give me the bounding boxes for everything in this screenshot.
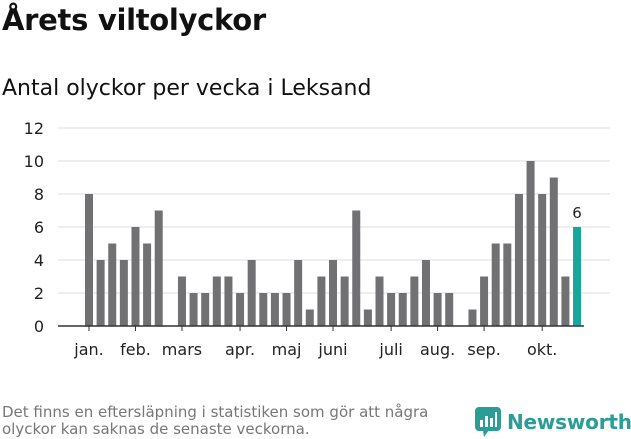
bar[interactable] xyxy=(317,276,326,327)
labels: 0 2 4 6 8 10 12 6 jan. feb. mars apr. maj juni juli aug… xyxy=(24,119,582,359)
bar[interactable] xyxy=(224,276,233,327)
bar[interactable] xyxy=(491,243,500,327)
bar[interactable] xyxy=(421,260,430,326)
x-tick-label: juli xyxy=(378,340,402,359)
x-tick-label: sep. xyxy=(467,340,500,359)
bar[interactable] xyxy=(375,276,384,327)
y-tick-label: 2 xyxy=(34,284,44,303)
data-label: 6 xyxy=(572,204,582,222)
brand-name: Newsworthy xyxy=(507,410,631,434)
bar[interactable] xyxy=(96,260,105,326)
bar[interactable] xyxy=(143,243,152,327)
x-tick-label: okt. xyxy=(527,340,557,359)
bar[interactable] xyxy=(410,276,419,327)
chart-title: Årets viltolyckor xyxy=(2,3,266,37)
y-tick-label: 6 xyxy=(34,218,44,237)
bar[interactable] xyxy=(329,260,338,326)
bars xyxy=(85,161,582,327)
bar[interactable] xyxy=(236,293,245,326)
bar[interactable] xyxy=(526,161,535,326)
bar[interactable] xyxy=(549,177,558,327)
bar[interactable] xyxy=(387,293,396,326)
bar[interactable] xyxy=(108,243,117,327)
bar[interactable] xyxy=(503,243,512,327)
bar[interactable] xyxy=(131,227,140,326)
bar[interactable] xyxy=(363,309,372,327)
bar[interactable] xyxy=(514,194,523,326)
newsworthy-logo-icon xyxy=(475,407,501,437)
bar[interactable] xyxy=(119,260,128,326)
bar-highlight[interactable] xyxy=(573,227,582,326)
bar[interactable] xyxy=(201,293,210,326)
y-tick-label: 10 xyxy=(24,152,44,171)
x-tick-label: juni xyxy=(317,340,347,359)
bar[interactable] xyxy=(247,260,256,326)
bar[interactable] xyxy=(305,309,314,327)
bar[interactable] xyxy=(212,276,221,327)
bar[interactable] xyxy=(282,293,291,326)
brand[interactable]: Newsworthy xyxy=(475,407,631,437)
y-tick-label: 4 xyxy=(34,251,44,270)
x-tick-label: aug. xyxy=(420,340,455,359)
y-tick-label: 0 xyxy=(34,317,44,336)
x-tick-label: apr. xyxy=(225,340,255,359)
x-tick-label: jan. xyxy=(73,340,103,359)
y-tick-label: 12 xyxy=(24,119,44,138)
bar[interactable] xyxy=(340,276,349,327)
bar[interactable] xyxy=(85,194,93,326)
bar[interactable] xyxy=(270,293,279,326)
bar[interactable] xyxy=(189,293,198,326)
x-tick-label: mars xyxy=(162,340,202,359)
bar[interactable] xyxy=(398,293,407,326)
x-axis xyxy=(58,325,584,331)
y-tick-label: 8 xyxy=(34,185,44,204)
bar[interactable] xyxy=(294,260,303,326)
bar[interactable] xyxy=(433,293,442,326)
chart-subtitle: Antal olyckor per vecka i Leksand xyxy=(2,76,372,101)
bar[interactable] xyxy=(561,276,570,327)
x-tick-label: maj xyxy=(272,340,302,359)
bar[interactable] xyxy=(538,194,547,326)
bar[interactable] xyxy=(259,293,268,326)
bar[interactable] xyxy=(445,293,454,326)
footnote: Det finns en eftersläpning i statistiken… xyxy=(2,403,429,438)
x-tick-label: feb. xyxy=(120,340,151,359)
bar[interactable] xyxy=(468,309,477,327)
bar-chart: 0 2 4 6 8 10 12 6 jan. feb. mars apr. maj juni juli aug… xyxy=(24,119,610,359)
bar[interactable] xyxy=(352,210,361,327)
bar[interactable] xyxy=(154,210,163,327)
bar[interactable] xyxy=(177,276,186,327)
bar[interactable] xyxy=(480,276,489,327)
